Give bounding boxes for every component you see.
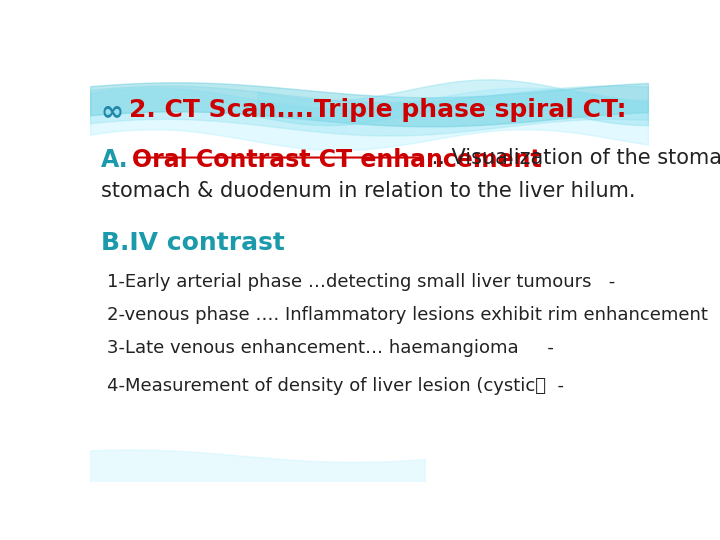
- Text: ∞: ∞: [101, 98, 134, 126]
- Text: 2. CT Scan....Triple phase spiral CT:: 2. CT Scan....Triple phase spiral CT:: [129, 98, 626, 122]
- Text: A.: A.: [101, 148, 129, 172]
- Text: Oral Contrast CT enhancement .. Visualization of the stomach & duodenum in relat: Oral Contrast CT enhancement .. Visualiz…: [132, 148, 720, 172]
- Text: 2-venous phase …. Inflammatory lesions exhibit rim enhancement   -: 2-venous phase …. Inflammatory lesions e…: [107, 306, 720, 324]
- Text: 1-Early arterial phase …detecting small liver tumours   -: 1-Early arterial phase …detecting small …: [107, 273, 615, 291]
- Text: B.IV contrast: B.IV contrast: [101, 231, 285, 255]
- Text: 3-Late venous enhancement… haemangioma     -: 3-Late venous enhancement… haemangioma -: [107, 339, 554, 357]
- Text: .. Visualization of the stomach & duodenum in relation to the liver hilum.: .. Visualization of the stomach & duoden…: [425, 148, 720, 168]
- Text: stomach & duodenum in relation to the liver hilum.: stomach & duodenum in relation to the li…: [101, 181, 636, 201]
- Text: Oral Contrast CT enhancement: Oral Contrast CT enhancement: [132, 148, 541, 172]
- Text: 4-Measurement of density of liver lesion (cystic）  -: 4-Measurement of density of liver lesion…: [107, 377, 564, 395]
